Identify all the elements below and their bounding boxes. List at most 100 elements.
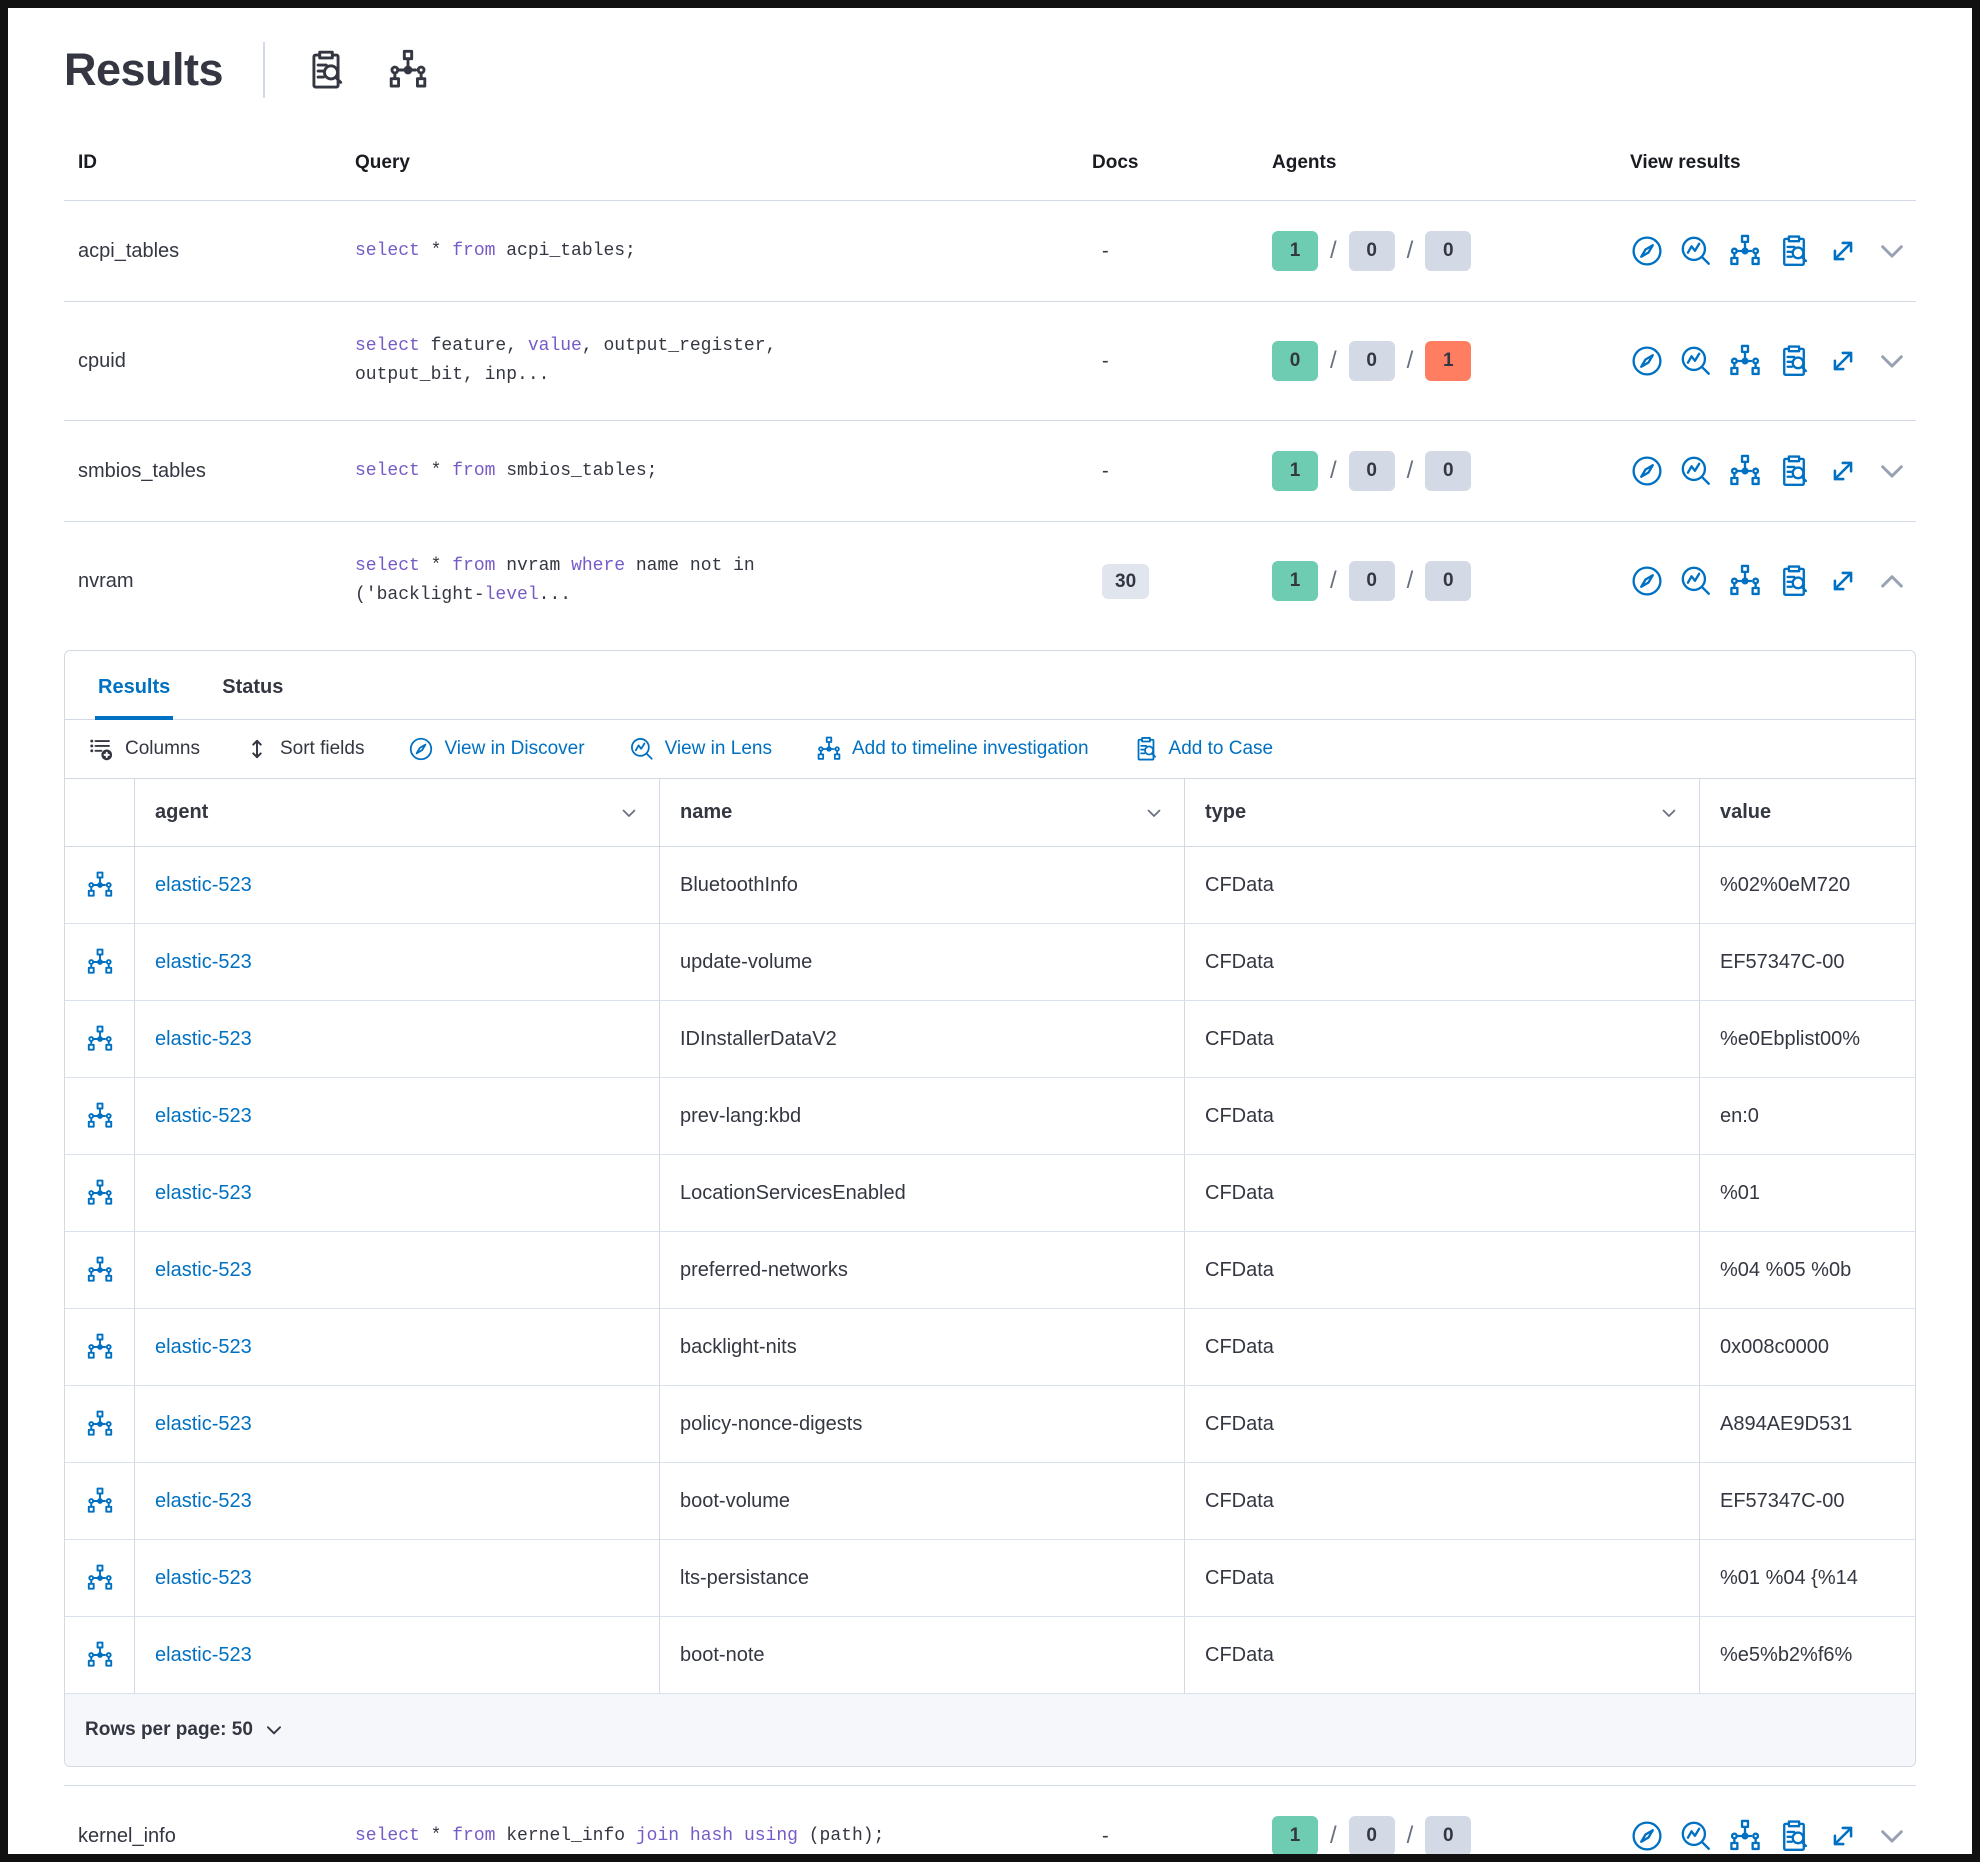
toggle-row-chevron[interactable]: [1875, 1819, 1909, 1853]
grid-header-value[interactable]: value: [1700, 779, 1915, 846]
grid-row-actions[interactable]: [65, 1155, 135, 1231]
timeline-icon[interactable]: [86, 1333, 114, 1361]
result-docs: -: [1092, 460, 1272, 483]
result-query: select * from kernel_info join hash usin…: [355, 1822, 1092, 1851]
grid-agent-link[interactable]: elastic-523: [155, 1644, 252, 1666]
timeline-icon[interactable]: [86, 1102, 114, 1130]
expand-results-icon[interactable]: [1826, 454, 1860, 488]
grid-row-actions[interactable]: [65, 1386, 135, 1462]
add-to-case-icon[interactable]: [1777, 344, 1811, 378]
timeline-icon[interactable]: [86, 1410, 114, 1438]
grid-header-agent[interactable]: agent: [135, 779, 660, 846]
grid-name-cell: update-volume: [660, 924, 1185, 1000]
timeline-icon[interactable]: [86, 1487, 114, 1515]
view-in-discover-icon[interactable]: [1630, 454, 1664, 488]
grid-row-actions[interactable]: [65, 924, 135, 1000]
timeline-icon[interactable]: [86, 1025, 114, 1053]
add-to-timeline-icon[interactable]: [1728, 454, 1762, 488]
expand-results-icon[interactable]: [1826, 1819, 1860, 1853]
chevron-down-icon[interactable]: [1144, 803, 1164, 823]
grid-row-actions[interactable]: [65, 1001, 135, 1077]
grid-agent-link[interactable]: elastic-523: [155, 1336, 252, 1358]
timeline-icon[interactable]: [86, 1564, 114, 1592]
toggle-row-chevron[interactable]: [1875, 454, 1909, 488]
column-header-agents: Agents: [1272, 152, 1337, 173]
grid-row-actions[interactable]: [65, 1309, 135, 1385]
lens-icon: [630, 738, 653, 760]
grid-row-actions[interactable]: [65, 1078, 135, 1154]
grid-row-actions[interactable]: [65, 1232, 135, 1308]
add-to-timeline-icon[interactable]: [1728, 1819, 1762, 1853]
result-query: select * from acpi_tables;: [355, 237, 1092, 266]
grid-header-type[interactable]: type: [1185, 779, 1700, 846]
add-to-case-label: Add to Case: [1168, 738, 1274, 759]
view-in-lens-icon[interactable]: [1679, 234, 1713, 268]
expand-results-icon[interactable]: [1826, 564, 1860, 598]
toggle-row-chevron[interactable]: [1875, 234, 1909, 268]
add-to-timeline-icon[interactable]: [1728, 344, 1762, 378]
view-in-discover-icon[interactable]: [1630, 344, 1664, 378]
chevron-down-icon[interactable]: [619, 803, 639, 823]
add-to-timeline-icon[interactable]: [1728, 234, 1762, 268]
grid-row-actions[interactable]: [65, 847, 135, 923]
add-to-case-button[interactable]: Add to Case: [1133, 736, 1274, 762]
grid-agent-link[interactable]: elastic-523: [155, 1413, 252, 1435]
timeline-icon[interactable]: [86, 1641, 114, 1669]
saved-queries-icon[interactable]: [305, 49, 347, 91]
add-to-case-icon[interactable]: [1777, 564, 1811, 598]
grid-name-cell: lts-persistance: [660, 1540, 1185, 1616]
expand-results-icon[interactable]: [1826, 234, 1860, 268]
grid-agent-link[interactable]: elastic-523: [155, 874, 252, 896]
view-in-lens-icon[interactable]: [1679, 1819, 1713, 1853]
view-in-discover-icon[interactable]: [1630, 234, 1664, 268]
toggle-row-chevron[interactable]: [1875, 564, 1909, 598]
add-to-timeline-icon[interactable]: [1728, 564, 1762, 598]
view-in-lens-button[interactable]: View in Lens: [629, 736, 772, 762]
timeline-icon[interactable]: [86, 1256, 114, 1284]
result-agents: 1 / 0 / 0: [1272, 231, 1630, 271]
grid-agent-link[interactable]: elastic-523: [155, 1105, 252, 1127]
grid-header-name[interactable]: name: [660, 779, 1185, 846]
view-in-discover-icon[interactable]: [1630, 1819, 1664, 1853]
result-agents: 1 / 0 / 0: [1272, 561, 1630, 601]
add-to-timeline-button[interactable]: Add to timeline investigation: [816, 736, 1089, 762]
grid-agent-cell: elastic-523: [135, 1155, 660, 1231]
view-in-discover-button[interactable]: View in Discover: [408, 736, 585, 762]
grid-agent-link[interactable]: elastic-523: [155, 951, 252, 973]
grid-agent-link[interactable]: elastic-523: [155, 1259, 252, 1281]
rows-per-page[interactable]: Rows per page: 50: [85, 1719, 253, 1740]
grid-value-cell: EF57347C-00: [1720, 951, 1845, 973]
toggle-row-chevron[interactable]: [1875, 344, 1909, 378]
view-in-discover-icon[interactable]: [1630, 564, 1664, 598]
grid-agent-link[interactable]: elastic-523: [155, 1490, 252, 1512]
grid-agent-link[interactable]: elastic-523: [155, 1567, 252, 1589]
sort-fields-button[interactable]: Sort fields: [244, 736, 364, 762]
grid-row-actions[interactable]: [65, 1463, 135, 1539]
add-to-case-icon[interactable]: [1777, 234, 1811, 268]
view-in-lens-icon[interactable]: [1679, 344, 1713, 378]
chevron-down-icon[interactable]: [1659, 803, 1679, 823]
grid-row-actions[interactable]: [65, 1540, 135, 1616]
columns-button[interactable]: Columns: [89, 736, 200, 762]
grid-value-cell: %01: [1720, 1182, 1761, 1204]
agent-count-badge-default: 0: [1425, 1816, 1472, 1854]
chevron-down-icon[interactable]: [263, 1719, 285, 1741]
grid-agent-link[interactable]: elastic-523: [155, 1182, 252, 1204]
grid-agent-link[interactable]: elastic-523: [155, 1028, 252, 1050]
timeline-icon[interactable]: [86, 948, 114, 976]
grid-row-actions[interactable]: [65, 1617, 135, 1693]
docs-empty: -: [1102, 349, 1109, 372]
sort-fields-label: Sort fields: [279, 738, 365, 759]
agents-separator: /: [1406, 457, 1414, 484]
add-to-case-icon[interactable]: [1777, 1819, 1811, 1853]
tab-results[interactable]: Results: [95, 651, 174, 720]
add-to-case-icon[interactable]: [1777, 454, 1811, 488]
view-in-lens-icon[interactable]: [1679, 454, 1713, 488]
timeline-icon[interactable]: [86, 871, 114, 899]
result-id: kernel_info: [78, 1824, 176, 1847]
timeline-icon[interactable]: [86, 1179, 114, 1207]
tab-status[interactable]: Status: [222, 676, 284, 698]
expand-results-icon[interactable]: [1826, 344, 1860, 378]
packs-icon[interactable]: [387, 49, 429, 91]
view-in-lens-icon[interactable]: [1679, 564, 1713, 598]
